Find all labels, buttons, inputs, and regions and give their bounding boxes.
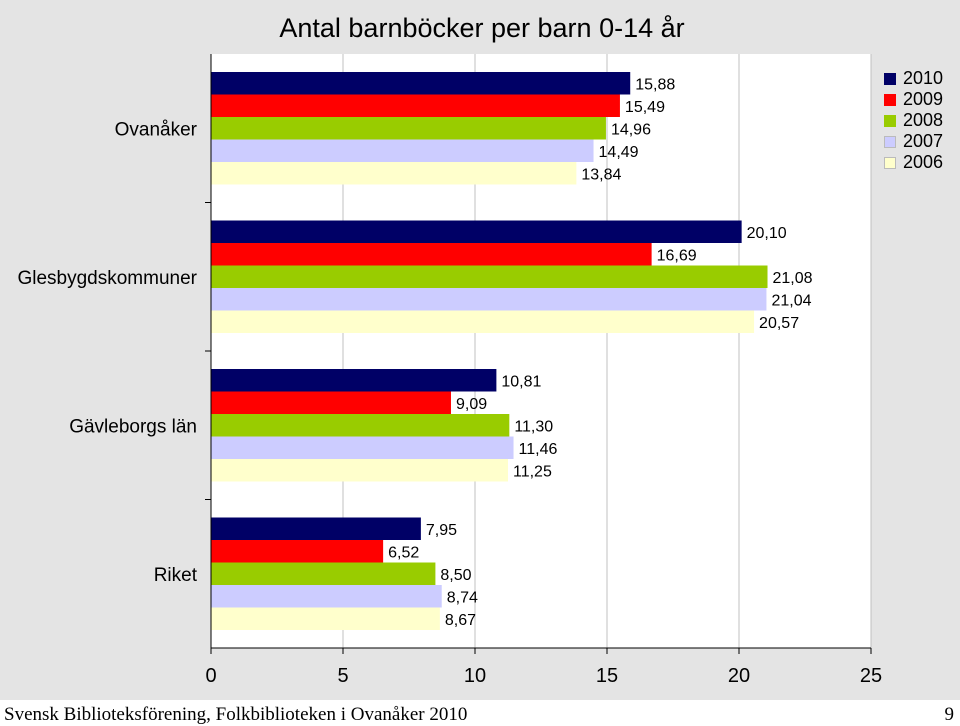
chart-title: Antal barnböcker per barn 0-14 år <box>279 13 684 43</box>
x-tick-label: 0 <box>205 665 216 687</box>
data-label: 8,74 <box>447 589 478 606</box>
legend-label: 2008 <box>903 110 944 130</box>
bar <box>211 369 497 392</box>
bars <box>211 72 768 630</box>
x-tick-label: 25 <box>860 665 882 687</box>
category-label: Riket <box>154 565 198 586</box>
legend-swatch <box>884 135 896 148</box>
data-label: 21,08 <box>773 270 813 287</box>
data-label: 11,25 <box>513 463 552 480</box>
data-label: 11,30 <box>514 418 553 435</box>
bar <box>211 517 421 540</box>
legend-item: 2008 <box>884 110 943 131</box>
bar <box>211 562 436 585</box>
legend-label: 2007 <box>903 131 944 151</box>
x-tick-label: 20 <box>728 665 750 687</box>
category-label: Glesbygdskommuner <box>17 268 197 289</box>
x-tick-label: 10 <box>464 665 486 687</box>
chart-area: 15,88 15,49 14,96 14,49 13,84 20,10 16,69 21,08… <box>0 0 960 700</box>
bar <box>211 391 451 414</box>
data-label: 20,10 <box>747 225 787 242</box>
data-label: 20,57 <box>759 315 799 332</box>
bar <box>211 72 631 95</box>
x-tick-label: 15 <box>596 665 618 687</box>
data-label: 15,88 <box>635 76 675 93</box>
bar <box>211 540 384 563</box>
axes: 0 5 10 15 20 25 Ovanåker Glesbygdskommuner Gävle… <box>17 54 882 687</box>
legend-swatch <box>884 72 896 85</box>
bar <box>211 94 620 117</box>
bar <box>211 459 508 482</box>
bar <box>211 162 577 185</box>
data-label: 21,04 <box>771 292 811 309</box>
legend-item: 2007 <box>884 131 943 152</box>
legend-swatch <box>884 156 896 169</box>
data-label: 14,49 <box>599 144 639 161</box>
data-label: 16,69 <box>657 247 697 264</box>
legend-label: 2009 <box>903 89 944 109</box>
page-number: 9 <box>944 704 955 725</box>
data-label: 14,96 <box>611 121 651 138</box>
legend-item: 2009 <box>884 89 943 110</box>
category-label: Gävleborgs län <box>69 416 197 437</box>
bar <box>211 288 767 311</box>
bar <box>211 139 594 162</box>
data-label: 8,67 <box>445 612 476 629</box>
bar <box>211 243 652 266</box>
data-label: 7,95 <box>426 522 457 539</box>
x-tick-label: 5 <box>337 665 348 687</box>
legend-item: 2010 <box>884 68 943 89</box>
legend-item: 2006 <box>884 152 943 173</box>
bar <box>211 585 442 608</box>
legend-label: 2010 <box>903 68 944 88</box>
legend-swatch <box>884 114 896 127</box>
bar <box>211 310 755 333</box>
legend-swatch <box>884 93 896 106</box>
legend: 2010 2009 2008 2007 2006 <box>884 68 943 173</box>
bar <box>211 414 510 437</box>
data-label: 8,50 <box>440 567 471 584</box>
bar <box>211 117 606 140</box>
data-label: 10,81 <box>501 373 541 390</box>
category-label: Ovanåker <box>115 119 198 140</box>
legend-label: 2006 <box>903 152 944 172</box>
bar-chart: 15,88 15,49 14,96 14,49 13,84 20,10 16,69 21,08… <box>17 13 882 687</box>
data-labels: 15,88 15,49 14,96 14,49 13,84 20,10 16,69 21,08… <box>388 76 813 629</box>
data-label: 11,46 <box>519 441 558 458</box>
bar <box>211 607 440 630</box>
bar <box>211 220 742 243</box>
footer-source: Svensk Biblioteksförening, Folkbibliotek… <box>4 704 468 725</box>
data-label: 6,52 <box>388 544 419 561</box>
data-label: 9,09 <box>456 396 487 413</box>
data-label: 15,49 <box>625 99 665 116</box>
bar <box>211 265 768 288</box>
bar <box>211 436 514 459</box>
data-label: 13,84 <box>581 166 621 183</box>
